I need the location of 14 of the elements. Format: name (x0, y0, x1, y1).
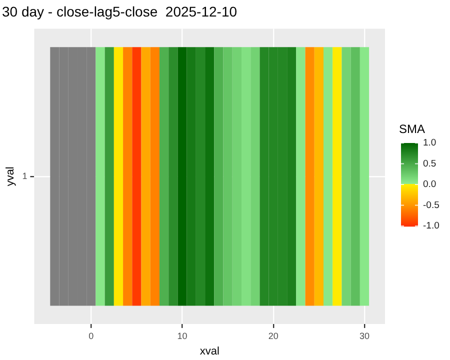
x-tick-label: 30 (359, 330, 370, 341)
chart-title: 30 day - close-lag5-close 2025-12-10 (2, 3, 238, 20)
color-bar-label: 1.0 (423, 138, 436, 149)
color-bar-label: -1.0 (423, 220, 440, 232)
color-bar-label: 0.5 (423, 158, 436, 170)
x-tick-label: 0 (88, 330, 94, 341)
color-bar-title: SMA (399, 122, 426, 136)
y-axis-title: yval (4, 166, 17, 186)
y-tick-label: 1 (22, 170, 28, 181)
x-tick-label: 20 (268, 330, 278, 341)
color-bar-label: -0.5 (423, 200, 440, 211)
x-axis-title: xval (200, 345, 220, 358)
x-tick-label: 10 (177, 330, 188, 341)
color-bar-label: 0.0 (423, 179, 436, 190)
